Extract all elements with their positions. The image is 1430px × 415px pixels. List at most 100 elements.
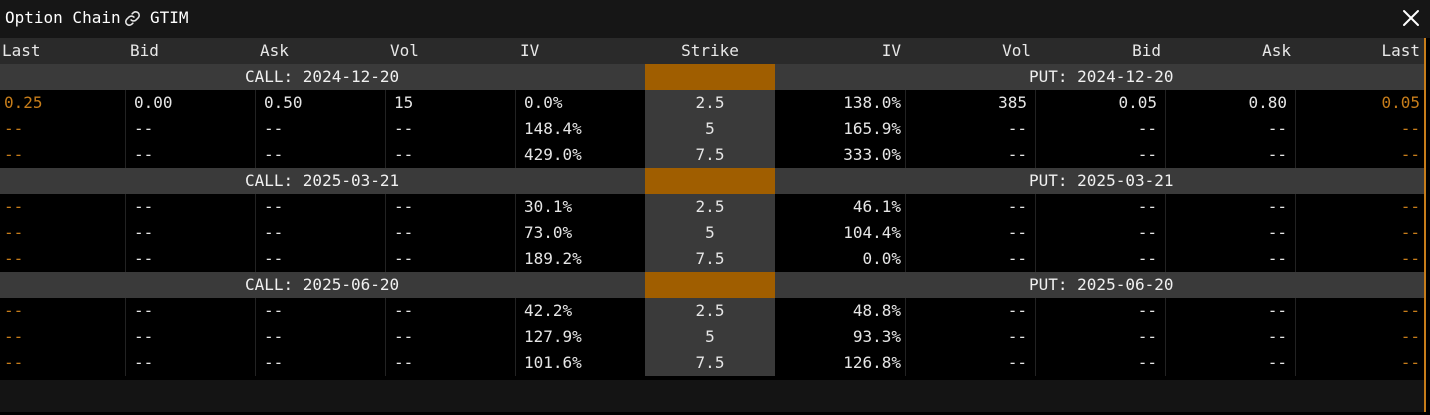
cell-put-iv[interactable]: 46.1%	[852, 197, 901, 216]
cell-put-last[interactable]: --	[1400, 249, 1420, 268]
column-header-put-bid[interactable]: Bid	[1132, 41, 1161, 60]
cell-put-ask[interactable]: --	[1267, 223, 1287, 242]
cell-put-ask[interactable]: --	[1267, 197, 1287, 216]
cell-put-last[interactable]: --	[1400, 119, 1420, 138]
cell-strike[interactable]: 7.5	[695, 353, 725, 372]
cell-call-last[interactable]: 0.25	[4, 93, 43, 112]
option-row[interactable]: -- -- -- -- 30.1% 2.5 46.1% -- -- -- --	[0, 194, 1424, 220]
cell-put-vol[interactable]: --	[1007, 197, 1027, 216]
cell-put-iv[interactable]: 93.3%	[852, 327, 901, 346]
cell-call-vol[interactable]: --	[394, 327, 414, 346]
cell-put-last[interactable]: --	[1400, 353, 1420, 372]
cell-strike[interactable]: 7.5	[695, 145, 725, 164]
cell-call-bid[interactable]: --	[134, 145, 154, 164]
cell-call-bid[interactable]: --	[134, 223, 154, 242]
cell-call-vol[interactable]: 15	[394, 93, 414, 112]
cell-call-last[interactable]: --	[4, 145, 24, 164]
cell-call-vol[interactable]: --	[394, 249, 414, 268]
column-header-call-iv[interactable]: IV	[520, 41, 540, 60]
cell-call-iv[interactable]: 0.0%	[524, 93, 563, 112]
cell-call-last[interactable]: --	[4, 249, 24, 268]
cell-put-vol[interactable]: --	[1007, 223, 1027, 242]
cell-put-last[interactable]: --	[1400, 223, 1420, 242]
cell-call-iv[interactable]: 189.2%	[524, 249, 582, 268]
cell-put-iv[interactable]: 48.8%	[852, 301, 901, 320]
cell-call-last[interactable]: --	[4, 353, 24, 372]
cell-call-vol[interactable]: --	[394, 353, 414, 372]
cell-call-last[interactable]: --	[4, 119, 24, 138]
column-header-call-bid[interactable]: Bid	[130, 41, 159, 60]
cell-strike[interactable]: 7.5	[695, 249, 725, 268]
option-row[interactable]: -- -- -- -- 42.2% 2.5 48.8% -- -- -- --	[0, 298, 1424, 324]
option-row[interactable]: -- -- -- -- 127.9% 5 93.3% -- -- -- --	[0, 324, 1424, 350]
cell-put-ask[interactable]: --	[1267, 119, 1287, 138]
cell-strike[interactable]: 2.5	[695, 93, 725, 112]
cell-call-vol[interactable]: --	[394, 223, 414, 242]
cell-call-ask[interactable]: --	[264, 327, 284, 346]
cell-put-iv[interactable]: 165.9%	[843, 119, 901, 138]
cell-call-vol[interactable]: --	[394, 119, 414, 138]
cell-put-bid[interactable]: --	[1137, 119, 1157, 138]
cell-put-last[interactable]: --	[1400, 145, 1420, 164]
cell-call-vol[interactable]: --	[394, 301, 414, 320]
cell-put-vol[interactable]: --	[1007, 327, 1027, 346]
cell-put-iv[interactable]: 104.4%	[843, 223, 901, 242]
cell-call-bid[interactable]: 0.00	[134, 93, 173, 112]
column-header-call-last[interactable]: Last	[2, 41, 41, 60]
option-row[interactable]: 0.25 0.00 0.50 15 0.0% 2.5 138.0% 385 0.05 0.80 0.…	[0, 90, 1424, 116]
cell-put-bid[interactable]: --	[1137, 223, 1157, 242]
cell-strike[interactable]: 5	[705, 327, 715, 346]
cell-put-iv[interactable]: 126.8%	[843, 353, 901, 372]
option-row[interactable]: -- -- -- -- 101.6% 7.5 126.8% -- -- -- --	[0, 350, 1424, 376]
cell-put-iv[interactable]: 333.0%	[843, 145, 901, 164]
cell-put-vol[interactable]: --	[1007, 119, 1027, 138]
cell-call-vol[interactable]: --	[394, 197, 414, 216]
cell-strike[interactable]: 2.5	[695, 197, 725, 216]
cell-strike[interactable]: 5	[705, 223, 715, 242]
cell-call-last[interactable]: --	[4, 197, 24, 216]
cell-put-ask[interactable]: --	[1267, 249, 1287, 268]
column-header-put-vol[interactable]: Vol	[1002, 41, 1031, 60]
column-header-put-last[interactable]: Last	[1381, 41, 1420, 60]
cell-call-last[interactable]: --	[4, 301, 24, 320]
cell-put-ask[interactable]: --	[1267, 301, 1287, 320]
cell-call-iv[interactable]: 148.4%	[524, 119, 582, 138]
column-header-strike[interactable]: Strike	[681, 41, 739, 60]
cell-put-bid[interactable]: --	[1137, 249, 1157, 268]
cell-call-ask[interactable]: --	[264, 353, 284, 372]
cell-call-bid[interactable]: --	[134, 353, 154, 372]
cell-put-last[interactable]: --	[1400, 197, 1420, 216]
cell-put-vol[interactable]: --	[1007, 249, 1027, 268]
cell-call-ask[interactable]: --	[264, 223, 284, 242]
cell-call-last[interactable]: --	[4, 223, 24, 242]
cell-put-last[interactable]: 0.05	[1381, 93, 1420, 112]
cell-call-ask[interactable]: 0.50	[264, 93, 303, 112]
cell-strike[interactable]: 5	[705, 119, 715, 138]
cell-call-iv[interactable]: 73.0%	[524, 223, 573, 242]
cell-put-bid[interactable]: --	[1137, 353, 1157, 372]
cell-strike[interactable]: 2.5	[695, 301, 725, 320]
cell-put-vol[interactable]: --	[1007, 301, 1027, 320]
cell-call-ask[interactable]: --	[264, 249, 284, 268]
option-row[interactable]: -- -- -- -- 148.4% 5 165.9% -- -- -- --	[0, 116, 1424, 142]
cell-put-vol[interactable]: --	[1007, 353, 1027, 372]
option-row[interactable]: -- -- -- -- 189.2% 7.5 0.0% -- -- -- --	[0, 246, 1424, 272]
cell-put-iv[interactable]: 138.0%	[843, 93, 901, 112]
cell-put-last[interactable]: --	[1400, 301, 1420, 320]
column-header-put-iv[interactable]: IV	[881, 41, 901, 60]
cell-put-iv[interactable]: 0.0%	[862, 249, 901, 268]
cell-call-iv[interactable]: 429.0%	[524, 145, 582, 164]
option-row[interactable]: -- -- -- -- 73.0% 5 104.4% -- -- -- --	[0, 220, 1424, 246]
cell-put-bid[interactable]: --	[1137, 327, 1157, 346]
column-header-call-vol[interactable]: Vol	[390, 41, 419, 60]
cell-call-iv[interactable]: 30.1%	[524, 197, 573, 216]
cell-call-ask[interactable]: --	[264, 301, 284, 320]
cell-put-bid[interactable]: --	[1137, 145, 1157, 164]
cell-call-iv[interactable]: 101.6%	[524, 353, 582, 372]
cell-put-bid[interactable]: --	[1137, 197, 1157, 216]
cell-put-ask[interactable]: --	[1267, 353, 1287, 372]
cell-put-vol[interactable]: --	[1007, 145, 1027, 164]
cell-call-bid[interactable]: --	[134, 119, 154, 138]
cell-call-iv[interactable]: 127.9%	[524, 327, 582, 346]
cell-put-ask[interactable]: 0.80	[1248, 93, 1287, 112]
